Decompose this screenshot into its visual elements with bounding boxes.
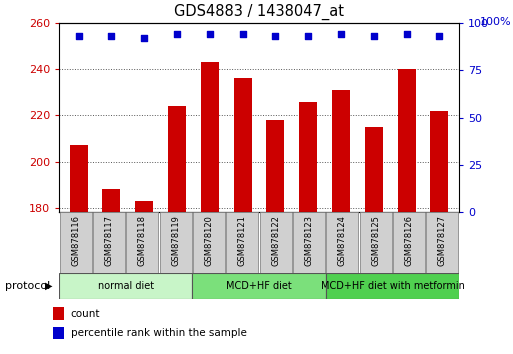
Y-axis label: 100%: 100% (479, 17, 511, 27)
Text: MCD+HF diet: MCD+HF diet (226, 281, 292, 291)
Text: percentile rank within the sample: percentile rank within the sample (71, 329, 247, 338)
Bar (426, 212, 459, 273)
Bar (53, 307, 64, 320)
Text: GSM878125: GSM878125 (371, 215, 380, 266)
Bar (365, 127, 383, 354)
Text: GSM878127: GSM878127 (438, 215, 447, 267)
Bar (168, 106, 186, 354)
Text: normal diet: normal diet (97, 281, 154, 291)
Text: ▶: ▶ (45, 281, 52, 291)
Bar (226, 212, 259, 273)
Bar (393, 212, 425, 273)
Text: protocol: protocol (5, 281, 50, 291)
Text: GSM878122: GSM878122 (271, 215, 280, 266)
Point (173, 32, 181, 37)
Text: GSM878120: GSM878120 (205, 215, 213, 266)
Bar (360, 212, 392, 273)
Text: GSM878124: GSM878124 (338, 215, 347, 266)
Bar (266, 120, 285, 354)
Bar (53, 326, 64, 339)
Point (370, 33, 378, 39)
Point (140, 35, 148, 41)
Bar (201, 62, 219, 354)
Bar (299, 102, 317, 354)
Bar (233, 79, 252, 354)
Point (436, 33, 444, 39)
Bar (160, 212, 192, 273)
Bar (93, 212, 125, 273)
Text: GSM878117: GSM878117 (105, 215, 113, 267)
Bar (326, 273, 459, 299)
Text: GSM878118: GSM878118 (138, 215, 147, 267)
Bar (192, 273, 326, 299)
Bar (398, 69, 416, 354)
Point (74, 33, 83, 39)
Text: count: count (71, 309, 100, 319)
Bar (293, 212, 325, 273)
Bar (260, 212, 292, 273)
Bar (60, 212, 92, 273)
Point (206, 32, 214, 37)
Point (107, 33, 115, 39)
Text: GSM878123: GSM878123 (305, 215, 313, 267)
Text: GSM878116: GSM878116 (71, 215, 80, 267)
Bar (430, 111, 448, 354)
Bar (70, 145, 88, 354)
Bar (103, 189, 121, 354)
Bar (332, 90, 350, 354)
Point (304, 33, 312, 39)
Text: GSM878121: GSM878121 (238, 215, 247, 266)
Text: GSM878126: GSM878126 (405, 215, 413, 267)
Bar (193, 212, 225, 273)
Point (239, 32, 247, 37)
Point (337, 32, 345, 37)
Point (271, 33, 280, 39)
Point (403, 32, 411, 37)
Text: GSM878119: GSM878119 (171, 215, 180, 266)
Bar (326, 212, 359, 273)
Bar (59, 273, 192, 299)
Bar (126, 212, 159, 273)
Title: GDS4883 / 1438047_at: GDS4883 / 1438047_at (174, 4, 344, 20)
Text: MCD+HF diet with metformin: MCD+HF diet with metformin (321, 281, 464, 291)
Bar (135, 201, 153, 354)
